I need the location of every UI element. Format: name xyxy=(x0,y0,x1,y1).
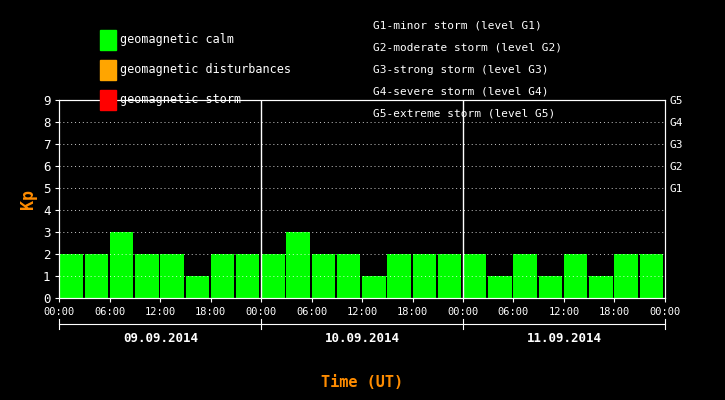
Bar xyxy=(589,276,613,298)
Bar xyxy=(362,276,386,298)
Text: G2-moderate storm (level G2): G2-moderate storm (level G2) xyxy=(373,43,563,53)
Bar xyxy=(312,254,335,298)
Bar xyxy=(539,276,562,298)
Text: geomagnetic disturbances: geomagnetic disturbances xyxy=(120,64,291,76)
Text: G1-minor storm (level G1): G1-minor storm (level G1) xyxy=(373,21,542,31)
Bar xyxy=(211,254,234,298)
Bar xyxy=(135,254,159,298)
Y-axis label: Kp: Kp xyxy=(20,189,38,209)
Bar xyxy=(286,232,310,298)
Text: Time (UT): Time (UT) xyxy=(321,375,404,390)
Bar xyxy=(488,276,512,298)
Bar xyxy=(438,254,461,298)
Bar xyxy=(639,254,663,298)
Text: G3-strong storm (level G3): G3-strong storm (level G3) xyxy=(373,65,549,75)
Bar xyxy=(337,254,360,298)
Bar xyxy=(614,254,638,298)
Text: 11.09.2014: 11.09.2014 xyxy=(526,332,602,344)
Bar xyxy=(261,254,285,298)
Text: 09.09.2014: 09.09.2014 xyxy=(123,332,198,344)
Bar xyxy=(110,232,133,298)
Bar xyxy=(665,254,688,298)
Text: G5-extreme storm (level G5): G5-extreme storm (level G5) xyxy=(373,109,555,119)
Bar xyxy=(463,254,486,298)
Bar xyxy=(513,254,537,298)
Bar xyxy=(387,254,411,298)
Text: geomagnetic storm: geomagnetic storm xyxy=(120,94,241,106)
Bar xyxy=(59,254,83,298)
Bar xyxy=(564,254,587,298)
Text: G4-severe storm (level G4): G4-severe storm (level G4) xyxy=(373,87,549,97)
Text: geomagnetic calm: geomagnetic calm xyxy=(120,34,233,46)
Bar xyxy=(160,254,184,298)
Bar xyxy=(413,254,436,298)
Bar xyxy=(186,276,209,298)
Bar xyxy=(85,254,108,298)
Text: 10.09.2014: 10.09.2014 xyxy=(325,332,399,344)
Bar xyxy=(236,254,260,298)
